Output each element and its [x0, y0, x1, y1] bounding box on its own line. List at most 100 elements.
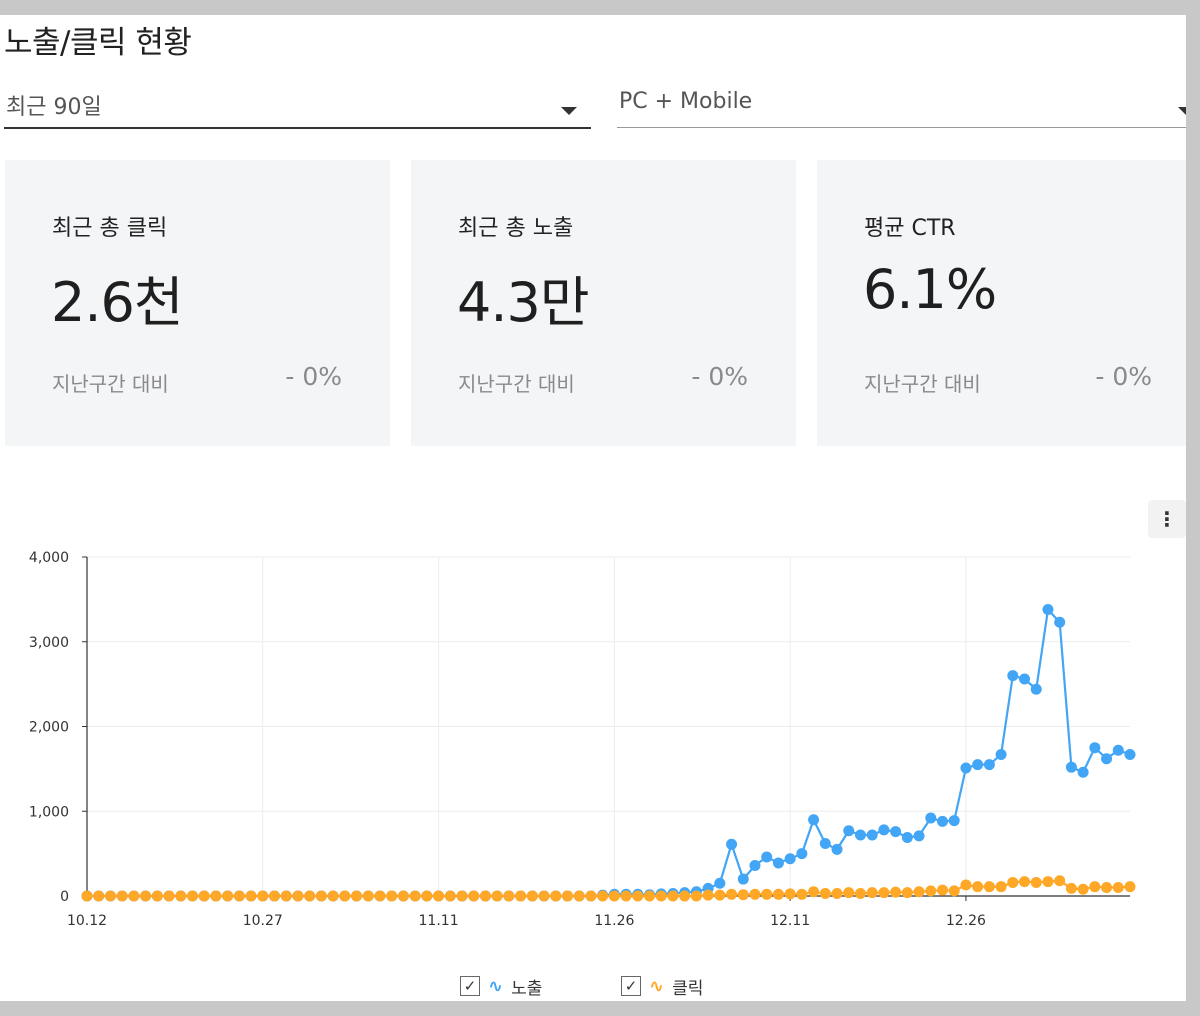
data-point: [761, 888, 773, 900]
y-tick-label: 0: [60, 889, 69, 905]
data-point: [222, 890, 234, 902]
data-point: [362, 890, 374, 902]
data-point: [808, 886, 820, 898]
legend-label: 노출: [511, 978, 543, 999]
data-point: [163, 890, 175, 902]
data-point: [843, 887, 855, 899]
data-point: [1065, 882, 1077, 894]
data-point: [925, 885, 937, 897]
data-point: [597, 890, 609, 902]
data-point: [421, 890, 433, 902]
data-point: [491, 890, 503, 902]
checkbox-checked-icon[interactable]: ✓: [460, 976, 480, 996]
data-point: [1089, 742, 1101, 754]
data-point: [866, 829, 878, 841]
data-point: [995, 748, 1007, 760]
device-select-value: PC + Mobile: [619, 89, 753, 114]
data-point: [573, 890, 585, 902]
period-select[interactable]: 최근 90일: [4, 83, 591, 129]
line-series-icon: ∿: [488, 975, 504, 997]
data-point: [878, 824, 890, 836]
card-compare-value: - 0%: [1095, 362, 1152, 391]
chevron-down-icon: [1178, 107, 1186, 115]
data-point: [983, 881, 995, 893]
chart-menu-button[interactable]: ⋮: [1148, 500, 1186, 538]
data-point: [913, 830, 925, 842]
y-tick-label: 4,000: [29, 550, 69, 566]
data-point: [632, 890, 644, 902]
data-point: [644, 890, 656, 902]
data-point: [327, 890, 339, 902]
legend-impressions[interactable]: ✓ ∿ 노출: [460, 973, 542, 999]
data-point: [1065, 761, 1077, 773]
data-point: [1019, 876, 1031, 888]
data-point: [1124, 748, 1136, 760]
data-point: [737, 889, 749, 901]
data-point: [925, 812, 937, 824]
data-point: [913, 886, 925, 898]
data-point: [726, 888, 738, 900]
data-point: [339, 890, 351, 902]
data-point: [843, 825, 855, 837]
data-point: [772, 888, 784, 900]
data-point: [1124, 881, 1136, 893]
data-point: [269, 890, 281, 902]
data-point: [397, 890, 409, 902]
y-tick-label: 3,000: [29, 635, 69, 651]
data-point: [714, 877, 726, 889]
card-compare-value: - 0%: [285, 362, 342, 391]
device-select[interactable]: PC + Mobile: [617, 83, 1186, 128]
data-point: [608, 890, 620, 902]
data-point: [374, 890, 386, 902]
data-point: [151, 890, 163, 902]
data-point: [550, 890, 562, 902]
data-point: [690, 890, 702, 902]
checkbox-checked-icon[interactable]: ✓: [621, 976, 641, 996]
data-point: [948, 885, 960, 897]
total-clicks-card: 최근 총 클릭 2.6천 지난구간 대비 - 0%: [5, 160, 390, 446]
data-point: [679, 890, 691, 902]
data-point: [655, 890, 667, 902]
data-point: [245, 890, 257, 902]
data-point: [796, 848, 808, 860]
data-point: [819, 887, 831, 899]
data-point: [749, 859, 761, 871]
data-point: [210, 890, 222, 902]
data-point: [1077, 883, 1089, 895]
data-point: [104, 890, 116, 902]
data-point: [456, 890, 468, 902]
data-point: [972, 881, 984, 893]
data-point: [1101, 753, 1113, 765]
dashboard-panel: 노출/클릭 현황 최근 90일 PC + Mobile 최근 총 클릭 2.6천…: [0, 15, 1186, 1001]
data-point: [81, 890, 93, 902]
data-point: [796, 888, 808, 900]
x-tick-label: 11.11: [419, 913, 459, 929]
y-tick-label: 1,000: [29, 804, 69, 820]
legend-clicks[interactable]: ✓ ∿ 클릭: [621, 973, 703, 999]
x-tick-label: 12.26: [946, 913, 986, 929]
data-point: [526, 890, 538, 902]
data-point: [1019, 673, 1031, 685]
card-compare-label: 지난구간 대비: [458, 372, 575, 396]
data-point: [1077, 766, 1089, 778]
data-point: [772, 857, 784, 869]
data-point: [936, 815, 948, 827]
data-point: [116, 890, 128, 902]
x-tick-label: 10.12: [67, 913, 107, 929]
data-point: [1112, 744, 1124, 756]
data-point: [140, 890, 152, 902]
data-point: [1054, 616, 1066, 628]
card-value: 4.3만: [457, 271, 590, 334]
x-tick-label: 12.11: [770, 913, 810, 929]
page-title: 노출/클릭 현황: [4, 25, 192, 61]
data-point: [890, 826, 902, 838]
data-point: [901, 887, 913, 899]
card-label: 최근 총 노출: [458, 216, 574, 241]
data-point: [936, 884, 948, 896]
data-point: [93, 890, 105, 902]
data-point: [819, 837, 831, 849]
y-tick-label: 2,000: [29, 720, 69, 736]
data-point: [714, 889, 726, 901]
data-point: [784, 853, 796, 865]
data-point: [808, 814, 820, 826]
